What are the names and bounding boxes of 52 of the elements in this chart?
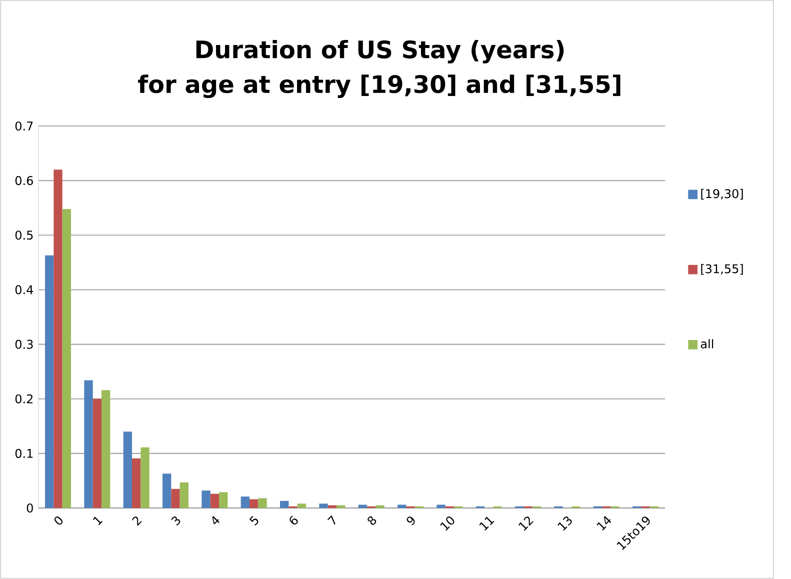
bar bbox=[376, 505, 384, 508]
x-tick-label: 13 bbox=[558, 516, 572, 531]
legend-label: [31,55] bbox=[701, 264, 743, 275]
legend-label: [19,30] bbox=[701, 188, 743, 200]
bar bbox=[54, 170, 62, 508]
x-tick-label: 0 bbox=[54, 516, 63, 525]
bar bbox=[319, 504, 328, 508]
x-tick-label: 2 bbox=[132, 516, 142, 526]
x-tick-label: 7 bbox=[327, 515, 336, 525]
x-tick-label: 12 bbox=[518, 516, 534, 531]
bar bbox=[297, 504, 306, 508]
y-tick-label: 0 bbox=[26, 503, 33, 513]
bar bbox=[123, 432, 132, 508]
bar bbox=[240, 496, 250, 508]
bar bbox=[358, 504, 368, 508]
bar bbox=[92, 398, 102, 508]
bar bbox=[171, 488, 180, 508]
x-tick-label: 1 bbox=[93, 516, 103, 526]
x-tick-label: 5 bbox=[249, 516, 258, 526]
legend-label: all bbox=[700, 339, 714, 348]
bar bbox=[250, 499, 258, 508]
bar bbox=[62, 208, 72, 508]
y-tick-label: 0.4 bbox=[15, 285, 34, 294]
x-tick-label: 4 bbox=[212, 516, 220, 524]
y-tick-label: 0.6 bbox=[15, 176, 33, 186]
bar bbox=[102, 390, 110, 508]
y-tick-label: 0.7 bbox=[15, 121, 33, 131]
bar bbox=[258, 498, 267, 508]
y-tick-label: 0.3 bbox=[15, 340, 33, 349]
bar bbox=[280, 500, 289, 508]
bar bbox=[210, 494, 220, 508]
bar bbox=[180, 482, 189, 508]
bar bbox=[45, 255, 54, 508]
x-tick-label: 8 bbox=[368, 516, 376, 525]
chart-title: Duration of US Stay (years) for age at entry [19,30] and [31,55] bbox=[138, 40, 620, 98]
y-tick-label: 0.2 bbox=[15, 394, 33, 404]
y-tick-label: 0.1 bbox=[15, 448, 33, 458]
y-tick-label: 0.5 bbox=[15, 230, 33, 240]
x-tick-label: 3 bbox=[171, 516, 180, 526]
x-tick-label: 14 bbox=[596, 516, 612, 531]
bar bbox=[202, 490, 210, 508]
x-tick-label: 9 bbox=[406, 516, 415, 526]
bar bbox=[436, 504, 446, 508]
x-tick-label: 6 bbox=[290, 516, 298, 525]
bar bbox=[162, 474, 172, 508]
x-tick-label: 10 bbox=[440, 516, 454, 531]
bar bbox=[140, 447, 150, 508]
x-tick-label: 11 bbox=[479, 516, 494, 531]
bar bbox=[219, 492, 228, 508]
bar bbox=[132, 458, 141, 508]
bar bbox=[398, 504, 406, 508]
bar bbox=[84, 380, 93, 508]
